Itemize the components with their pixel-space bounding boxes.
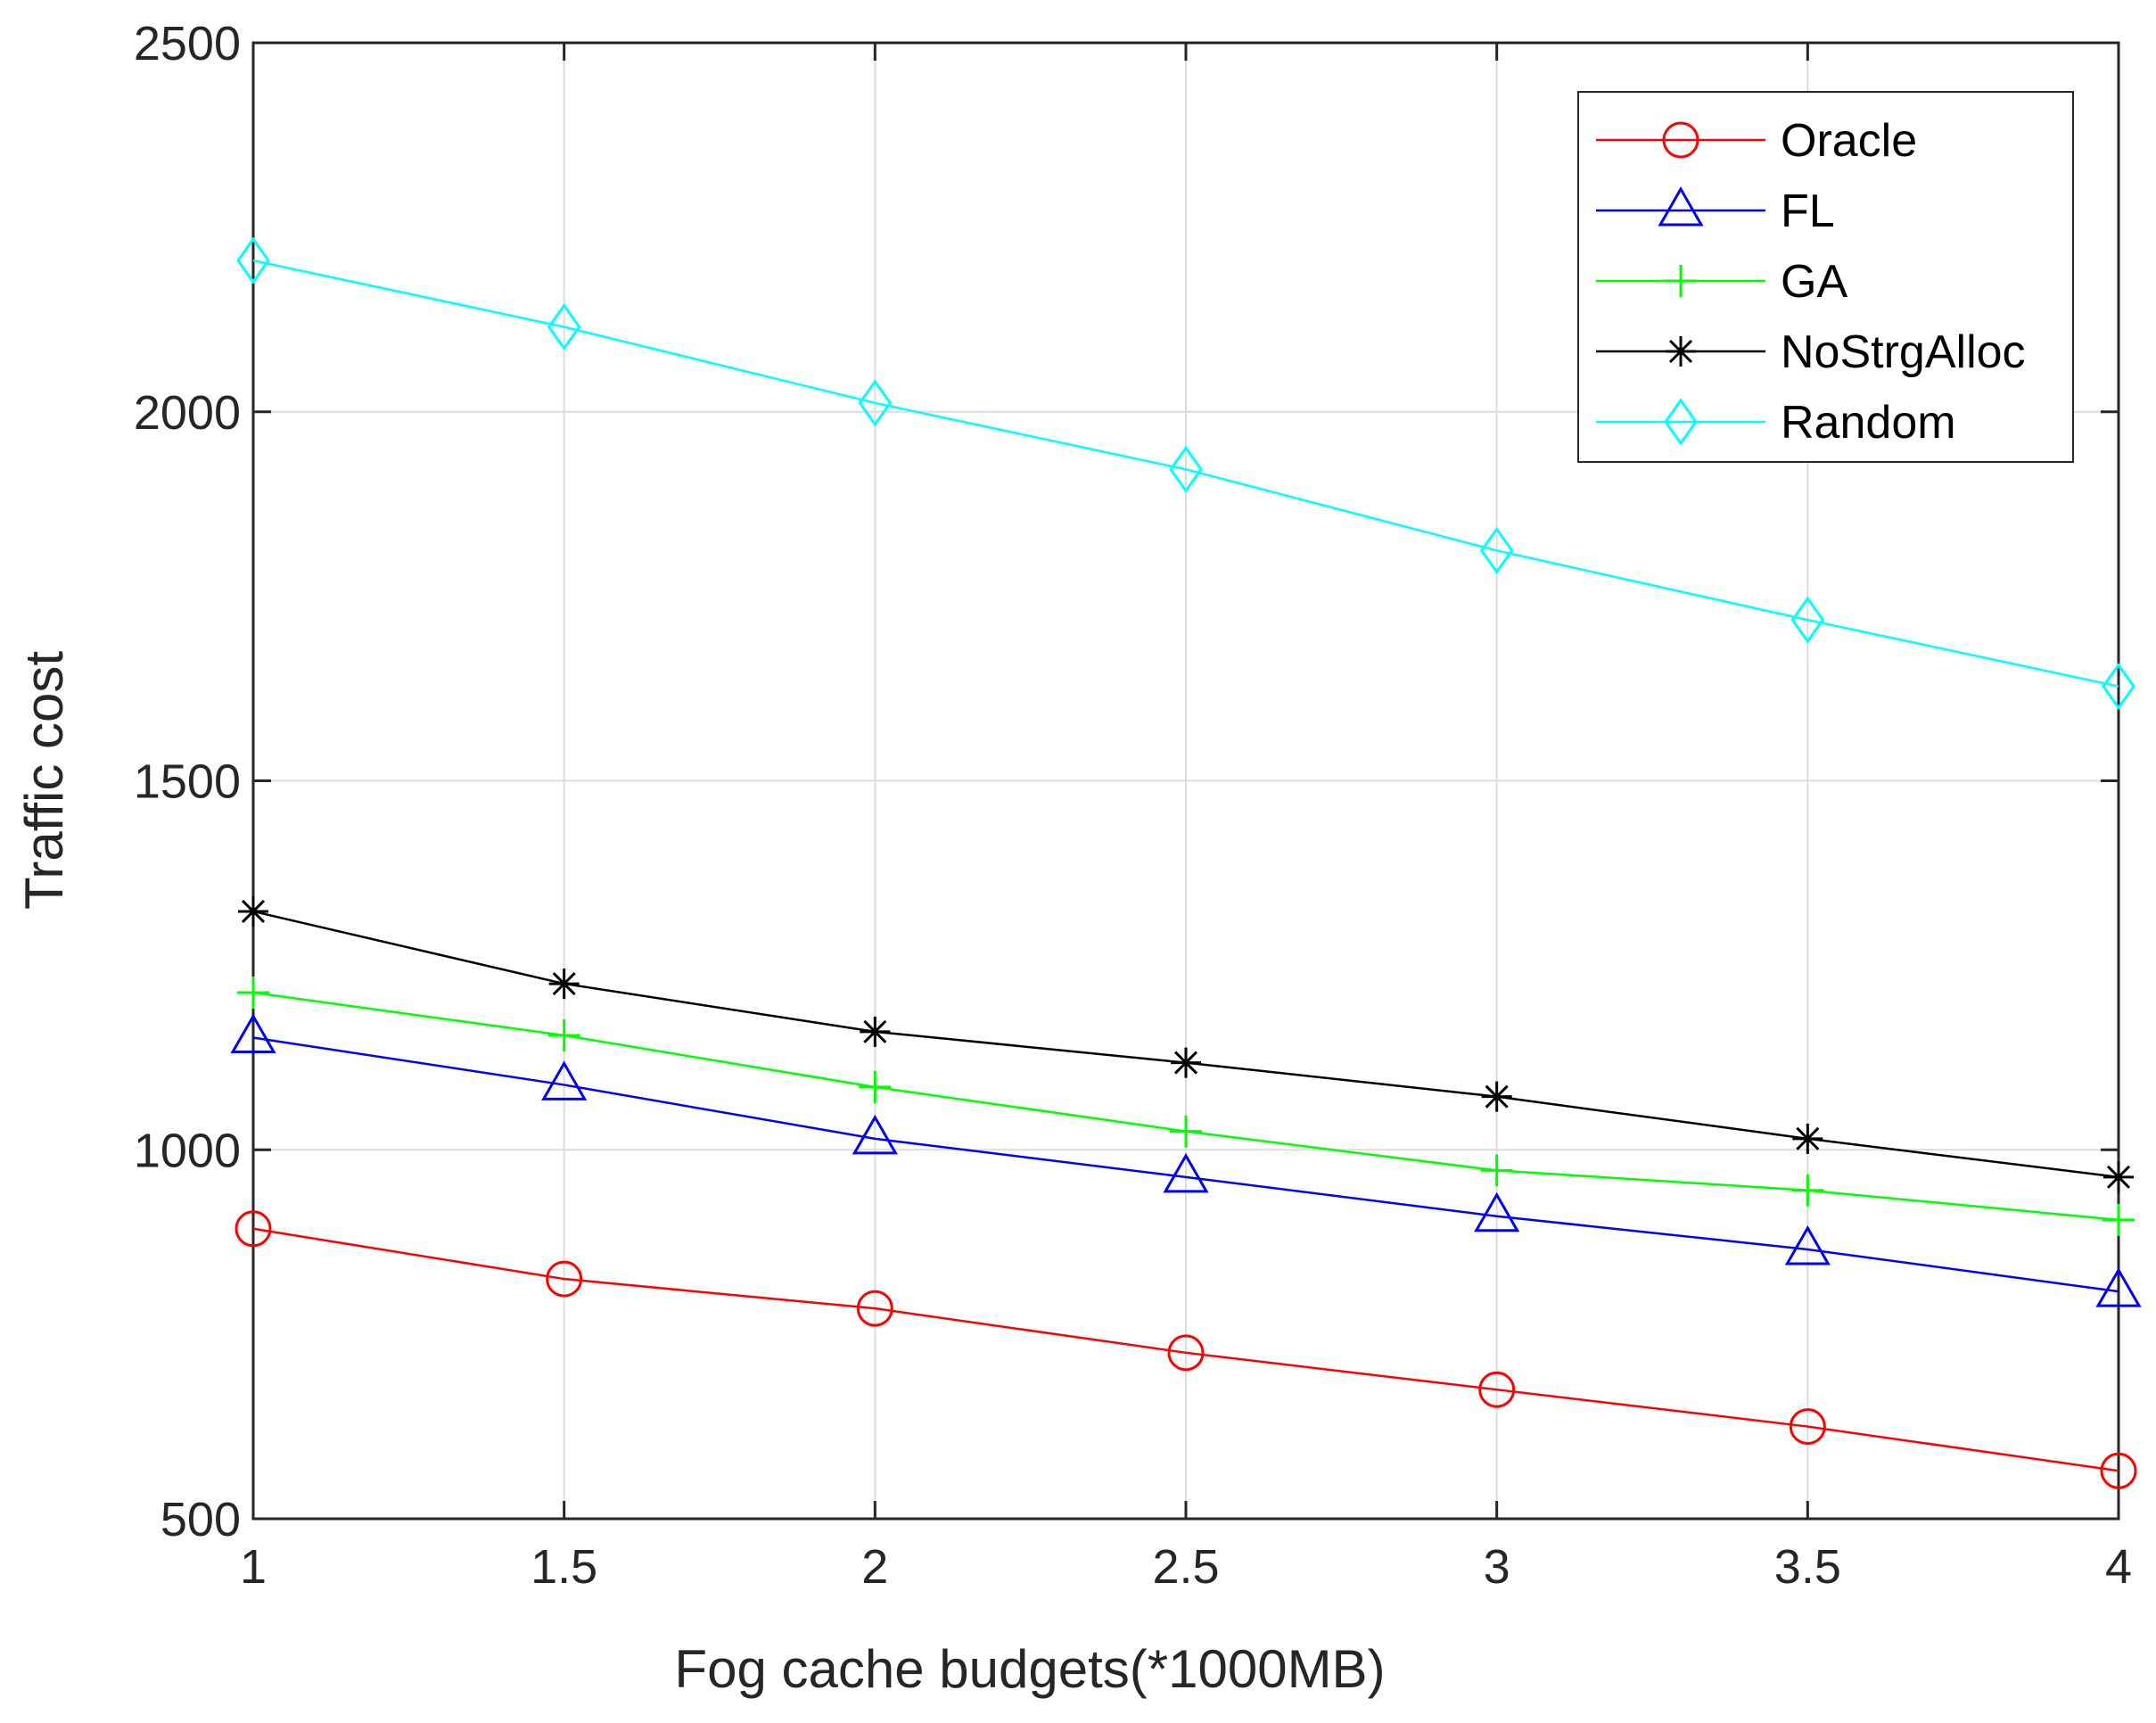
data-point-oracle <box>856 1290 893 1327</box>
legend: Oracle FL GA NoStrgAlloc Random <box>1577 91 2074 463</box>
axis-ticks: 1 1.5 2 2.5 3 3.5 4 500 1000 1500 2000 2500 <box>134 17 2132 1594</box>
data-point-random <box>547 302 581 351</box>
data-point-ga <box>859 1070 892 1103</box>
x-tick-label: 2.5 <box>1152 1540 1219 1594</box>
y-tick-label: 500 <box>160 1493 241 1546</box>
series-group <box>230 236 2142 1489</box>
x-tick-label: 3 <box>1484 1540 1510 1594</box>
x-tick-label: 1.5 <box>531 1540 597 1594</box>
series-nostrgalloc <box>238 895 2134 1192</box>
legend-marker-fl <box>1658 185 1704 227</box>
data-point-fl <box>852 1114 898 1155</box>
series-oracle <box>235 1210 2137 1489</box>
legend-label-fl: FL <box>1781 185 1835 237</box>
y-axis-label: Traffic cost <box>14 651 74 910</box>
legend-marker-random <box>1664 398 1698 446</box>
data-point-oracle <box>235 1210 272 1248</box>
data-point-fl <box>1784 1224 1831 1265</box>
legend-marker-nostrgalloc <box>1666 336 1696 367</box>
series-line-fl <box>252 1036 2119 1293</box>
data-point-ga <box>1480 1154 1513 1187</box>
series-fl <box>230 1013 2142 1307</box>
data-point-random <box>1479 526 1514 574</box>
data-point-random <box>1169 445 1203 493</box>
y-tick-label: 1000 <box>134 1124 241 1177</box>
data-point-random <box>1790 596 1825 644</box>
data-point-nostrgalloc <box>548 969 580 1000</box>
legend-marker-oracle <box>1662 121 1699 159</box>
x-tick-label: 3.5 <box>1774 1540 1841 1594</box>
data-point-nostrgalloc <box>1792 1123 1823 1154</box>
data-point-nostrgalloc <box>1171 1047 1201 1078</box>
legend-entry-fl: FL <box>1596 185 1835 237</box>
series-random <box>236 236 2135 711</box>
data-point-ga <box>2103 1203 2135 1236</box>
y-tick-label: 1500 <box>134 755 241 809</box>
legend-entry-nostrgalloc: NoStrgAlloc <box>1596 326 2026 378</box>
data-point-ga <box>1791 1174 1824 1207</box>
legend-label-ga: GA <box>1781 256 1847 308</box>
data-point-nostrgalloc <box>860 1016 891 1047</box>
legend-entry-random: Random <box>1596 397 1956 449</box>
data-point-nostrgalloc <box>1481 1081 1512 1112</box>
legend-label-random: Random <box>1781 397 1956 449</box>
data-point-fl <box>230 1013 276 1053</box>
x-axis-label: Fog cache budgets(*1000MB) <box>674 1639 1385 1699</box>
legend-label-oracle: Oracle <box>1781 115 1917 167</box>
data-point-ga <box>1170 1115 1202 1148</box>
data-point-fl <box>2095 1267 2142 1307</box>
series-ga <box>237 976 2135 1236</box>
x-tick-label: 1 <box>240 1540 267 1594</box>
x-tick-label: 4 <box>2105 1540 2132 1594</box>
data-point-oracle <box>546 1260 583 1298</box>
data-point-random <box>236 236 270 284</box>
legend-entry-oracle: Oracle <box>1596 115 1917 167</box>
series-line-oracle <box>252 1227 2119 1472</box>
data-point-ga <box>547 1018 580 1051</box>
y-tick-label: 2000 <box>134 386 241 440</box>
data-point-nostrgalloc <box>2103 1161 2134 1192</box>
data-point-ga <box>237 976 269 1009</box>
data-point-random <box>2102 662 2135 711</box>
data-point-random <box>858 379 893 427</box>
legend-label-nostrgalloc: NoStrgAlloc <box>1781 326 2026 378</box>
legend-box <box>1577 91 2074 463</box>
data-point-fl <box>1163 1152 1209 1193</box>
data-point-oracle <box>1478 1371 1516 1408</box>
data-point-fl <box>1474 1191 1520 1232</box>
legend-entry-ga: GA <box>1596 256 1847 308</box>
series-line-random <box>252 259 2119 688</box>
y-tick-label: 2500 <box>134 17 241 70</box>
data-point-fl <box>541 1060 588 1101</box>
data-point-oracle <box>2100 1452 2137 1489</box>
legend-marker-ga <box>1665 265 1697 297</box>
data-point-nostrgalloc <box>238 895 268 927</box>
data-point-oracle <box>1167 1334 1205 1372</box>
data-point-oracle <box>1789 1408 1826 1446</box>
x-tick-label: 2 <box>861 1540 888 1594</box>
